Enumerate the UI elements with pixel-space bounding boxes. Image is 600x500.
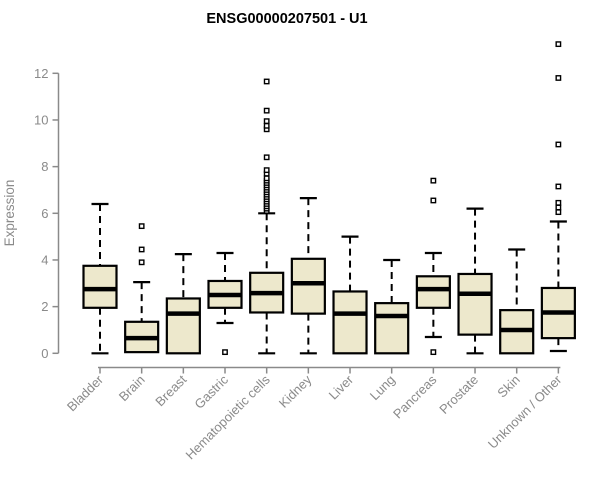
outlier-point xyxy=(138,246,145,253)
x-tick-label: Kidney xyxy=(276,372,315,411)
y-axis-title: Expression xyxy=(2,180,17,247)
outlier-point xyxy=(555,75,562,81)
x-tick-label: Lung xyxy=(367,372,398,403)
box xyxy=(82,264,118,309)
y-tick-label: 2 xyxy=(41,299,48,314)
box xyxy=(290,257,326,315)
outlier-point xyxy=(263,167,270,174)
box xyxy=(374,302,410,355)
outlier-point xyxy=(263,78,270,85)
outlier-point xyxy=(555,209,562,216)
outlier-point xyxy=(263,154,270,161)
outlier-point xyxy=(555,204,562,211)
outlier-point xyxy=(555,141,562,148)
outlier-point xyxy=(430,349,437,356)
x-tick-label: Brain xyxy=(116,372,148,404)
y-tick-label: 6 xyxy=(41,206,48,221)
x-tick-label: Prostate xyxy=(436,372,481,417)
box xyxy=(165,297,201,355)
x-tick-label: Skin xyxy=(494,372,522,400)
outlier-point xyxy=(555,199,562,206)
outlier-point xyxy=(138,259,145,266)
y-tick-label: 10 xyxy=(34,112,48,127)
x-tick-label: Pancreas xyxy=(390,372,440,422)
outlier-point xyxy=(263,107,270,114)
outlier-point xyxy=(222,349,228,356)
y-tick-label: 12 xyxy=(34,66,48,81)
box xyxy=(332,290,368,355)
box xyxy=(415,275,451,309)
y-tick-label: 8 xyxy=(41,159,48,174)
box xyxy=(457,272,493,336)
y-tick-label: 4 xyxy=(41,252,48,267)
x-tick-label: Liver xyxy=(326,372,357,403)
outlier-point xyxy=(555,183,562,190)
outlier-point xyxy=(555,41,562,48)
outlier-point xyxy=(430,177,437,184)
outlier-point xyxy=(263,175,270,182)
chart-title: ENSG00000207501 - U1 xyxy=(206,11,367,27)
outlier-point xyxy=(430,197,437,204)
outlier-point xyxy=(263,122,270,129)
y-tick-label: 0 xyxy=(41,346,48,361)
x-tick-label: Bladder xyxy=(64,372,107,415)
x-tick-label: Unknown / Other xyxy=(485,372,565,452)
outlier-point xyxy=(138,223,145,230)
x-tick-label: Gastric xyxy=(191,372,231,412)
x-tick-label: Breast xyxy=(152,372,189,409)
outlier-point xyxy=(263,118,270,125)
